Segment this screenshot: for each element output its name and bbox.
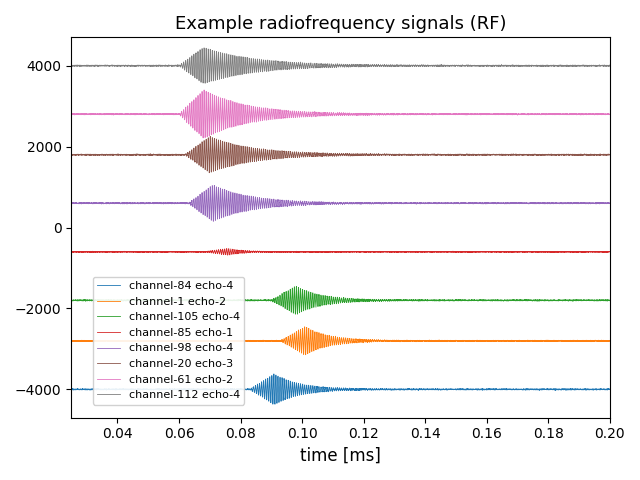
- channel-98 echo-4: [211, 182, 218, 188]
- channel-85 echo-1: [467, 249, 474, 255]
- channel-61 echo-2: [67, 111, 75, 117]
- channel-61 echo-2: [262, 115, 270, 121]
- channel-20 echo-3: [606, 152, 614, 157]
- Line: channel-112 echo-4: channel-112 echo-4: [71, 48, 610, 83]
- channel-85 echo-1: [495, 249, 503, 255]
- channel-85 echo-1: [606, 249, 614, 254]
- channel-61 echo-2: [199, 135, 207, 141]
- channel-1 echo-2: [606, 338, 614, 344]
- channel-98 echo-4: [386, 201, 394, 206]
- channel-84 echo-4: [271, 401, 279, 407]
- channel-20 echo-3: [67, 152, 75, 157]
- channel-84 echo-4: [410, 386, 417, 392]
- channel-84 echo-4: [262, 389, 270, 395]
- channel-61 echo-2: [606, 111, 614, 117]
- Line: channel-20 echo-3: channel-20 echo-3: [71, 136, 610, 173]
- channel-105 echo-4: [262, 298, 270, 303]
- channel-98 echo-4: [262, 203, 270, 209]
- channel-112 echo-4: [67, 63, 75, 69]
- Line: channel-98 echo-4: channel-98 echo-4: [71, 185, 610, 221]
- channel-112 echo-4: [386, 63, 394, 69]
- channel-112 echo-4: [467, 63, 474, 69]
- channel-85 echo-1: [262, 249, 270, 255]
- channel-61 echo-2: [495, 111, 503, 117]
- channel-84 echo-4: [95, 386, 102, 392]
- Line: channel-61 echo-2: channel-61 echo-2: [71, 90, 610, 138]
- channel-112 echo-4: [410, 62, 417, 68]
- Line: channel-105 echo-4: channel-105 echo-4: [71, 286, 610, 314]
- channel-105 echo-4: [410, 297, 417, 303]
- channel-1 echo-2: [302, 352, 310, 358]
- channel-112 echo-4: [606, 63, 614, 69]
- channel-1 echo-2: [467, 338, 474, 344]
- channel-105 echo-4: [292, 283, 300, 289]
- channel-85 echo-1: [67, 249, 75, 255]
- channel-85 echo-1: [95, 249, 102, 254]
- channel-20 echo-3: [467, 152, 474, 157]
- channel-20 echo-3: [262, 155, 270, 160]
- channel-20 echo-3: [95, 152, 102, 158]
- channel-61 echo-2: [200, 87, 208, 93]
- channel-61 echo-2: [95, 111, 102, 117]
- channel-1 echo-2: [67, 338, 75, 344]
- channel-85 echo-1: [410, 249, 417, 255]
- channel-105 echo-4: [67, 298, 75, 303]
- channel-105 echo-4: [386, 298, 394, 303]
- channel-84 echo-4: [606, 386, 614, 392]
- channel-98 echo-4: [95, 201, 102, 206]
- channel-84 echo-4: [495, 386, 503, 392]
- channel-20 echo-3: [410, 152, 417, 157]
- channel-98 echo-4: [495, 200, 503, 206]
- channel-85 echo-1: [224, 252, 232, 258]
- channel-112 echo-4: [95, 63, 102, 69]
- channel-98 echo-4: [606, 201, 614, 206]
- channel-98 echo-4: [67, 201, 75, 206]
- channel-20 echo-3: [207, 133, 214, 139]
- channel-61 echo-2: [467, 111, 474, 117]
- channel-1 echo-2: [495, 338, 503, 344]
- Line: channel-84 echo-4: channel-84 echo-4: [71, 374, 610, 404]
- Legend: channel-84 echo-4, channel-1 echo-2, channel-105 echo-4, channel-85 echo-1, chan: channel-84 echo-4, channel-1 echo-2, cha…: [93, 277, 244, 405]
- channel-1 echo-2: [95, 338, 102, 344]
- channel-98 echo-4: [410, 200, 417, 206]
- channel-112 echo-4: [262, 66, 270, 72]
- channel-20 echo-3: [205, 170, 213, 176]
- channel-85 echo-1: [386, 249, 394, 255]
- channel-84 echo-4: [270, 371, 278, 377]
- channel-112 echo-4: [202, 80, 209, 86]
- channel-98 echo-4: [209, 218, 217, 224]
- channel-1 echo-2: [410, 338, 417, 344]
- channel-105 echo-4: [292, 312, 300, 317]
- channel-1 echo-2: [386, 338, 394, 344]
- Line: channel-1 echo-2: channel-1 echo-2: [71, 327, 610, 355]
- X-axis label: time [ms]: time [ms]: [300, 447, 381, 465]
- channel-61 echo-2: [386, 111, 394, 117]
- channel-20 echo-3: [386, 152, 394, 158]
- channel-84 echo-4: [67, 386, 75, 392]
- channel-105 echo-4: [95, 298, 102, 303]
- channel-112 echo-4: [495, 62, 503, 68]
- channel-112 echo-4: [200, 45, 208, 51]
- channel-105 echo-4: [467, 297, 474, 303]
- channel-105 echo-4: [495, 298, 503, 303]
- channel-98 echo-4: [467, 200, 474, 205]
- channel-1 echo-2: [301, 324, 308, 330]
- channel-85 echo-1: [225, 246, 232, 252]
- channel-20 echo-3: [495, 151, 503, 157]
- Line: channel-85 echo-1: channel-85 echo-1: [71, 249, 610, 255]
- channel-61 echo-2: [410, 111, 417, 117]
- channel-1 echo-2: [262, 338, 270, 344]
- Title: Example radiofrequency signals (RF): Example radiofrequency signals (RF): [175, 15, 506, 33]
- channel-84 echo-4: [386, 386, 394, 392]
- channel-84 echo-4: [467, 386, 474, 392]
- channel-105 echo-4: [606, 298, 614, 303]
